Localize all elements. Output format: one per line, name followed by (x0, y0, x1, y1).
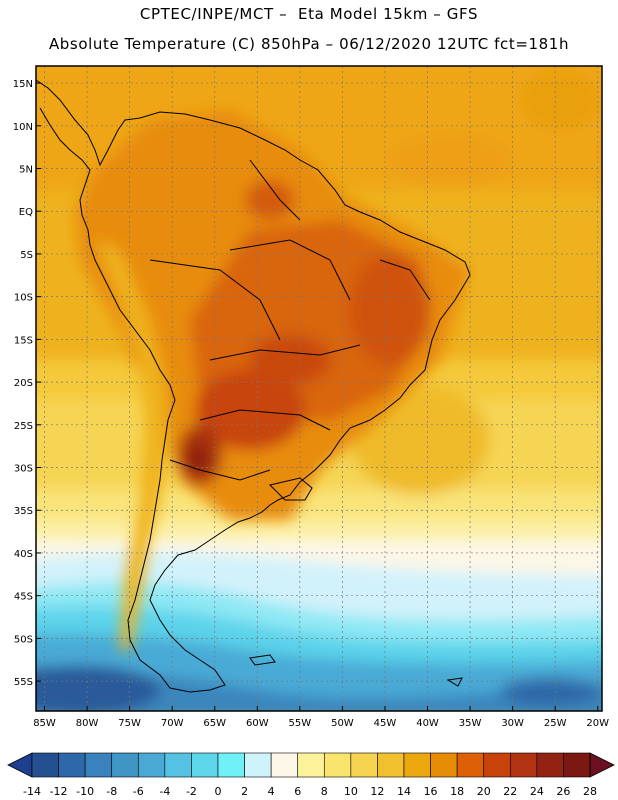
lat-label: 55S (14, 677, 33, 688)
lat-label: 5N (19, 165, 33, 176)
colorbar-label: 22 (503, 785, 517, 798)
colorbar-label: 2 (241, 785, 248, 798)
colorbar-label: -14 (23, 785, 41, 798)
lat-label: 10N (13, 122, 33, 133)
colorbar-arrow-low (7, 752, 33, 778)
lat-label: 10S (14, 293, 33, 304)
lon-label: 85W (33, 718, 56, 729)
colorbar-label: 0 (215, 785, 222, 798)
colorbar-swatch (403, 752, 431, 778)
lat-label: 50S (14, 634, 33, 645)
map-frame (35, 65, 603, 712)
colorbar: -14 -12 -10 -8 -6 -4 -2 0 2 4 6 8 10 12 14 16 18 20 22 24 26… (7, 752, 615, 798)
colorbar-arrow-high (589, 752, 615, 778)
lat-label: 5S (20, 250, 33, 261)
lon-label: 70W (161, 718, 184, 729)
colorbar-label: -4 (159, 785, 170, 798)
colorbar-label: 14 (397, 785, 411, 798)
colorbar-swatch (31, 752, 59, 778)
lon-label: 65W (203, 718, 226, 729)
colorbar-label: -8 (106, 785, 117, 798)
colorbar-label: 18 (450, 785, 464, 798)
lon-label: 60W (246, 718, 269, 729)
colorbar-swatch (323, 752, 352, 778)
lon-label: 55W (289, 718, 312, 729)
lat-label: 35S (14, 506, 33, 517)
lat-label: 15N (13, 79, 33, 90)
colorbar-swatch (483, 752, 511, 778)
colorbar-swatch (217, 752, 245, 778)
map-gridlines (36, 66, 602, 711)
colorbar-label: -10 (76, 785, 94, 798)
colorbar-swatch (137, 752, 166, 778)
lat-label: EQ (19, 207, 33, 218)
colorbar-label: 26 (556, 785, 570, 798)
colorbar-swatch (456, 752, 485, 778)
colorbar-swatch (430, 752, 458, 778)
lon-label: 75W (118, 718, 141, 729)
lon-label: 40W (416, 718, 439, 729)
lat-label: 25S (14, 421, 33, 432)
colorbar-swatch (509, 752, 538, 778)
lon-label: 25W (544, 718, 567, 729)
colorbar-swatch (111, 752, 139, 778)
lon-label: 20W (586, 718, 609, 729)
colorbar-label: 20 (477, 785, 491, 798)
latitude-labels: 15N 10N 5N EQ 5S 10S 15S 20S 25S 30S 35S 40S 45S 50S 5… (13, 79, 41, 688)
lon-label: 80W (76, 718, 99, 729)
lon-label: 35W (459, 718, 482, 729)
colorbar-swatch (84, 752, 113, 778)
colorbar-label: 8 (321, 785, 328, 798)
map-title: CPTEC/INPE/MCT – Eta Model 15km – GFS (139, 5, 479, 23)
lat-label: 45S (14, 592, 33, 603)
colorbar-label: 24 (530, 785, 544, 798)
colorbar-swatch (350, 752, 378, 778)
lat-label: 40S (14, 549, 33, 560)
lon-label: 30W (501, 718, 524, 729)
lon-label: 45W (374, 718, 397, 729)
colorbar-swatch (58, 752, 86, 778)
colorbar-swatch (377, 752, 405, 778)
colorbar-label: 4 (268, 785, 275, 798)
colorbar-label: 28 (583, 785, 597, 798)
temperature-field (36, 66, 602, 711)
colorbar-swatch (297, 752, 325, 778)
lat-label: 30S (14, 464, 33, 475)
colorbar-swatch (244, 752, 272, 778)
coastline (36, 79, 471, 693)
map-subtitle: Absolute Temperature (C) 850hPa – 06/12/… (48, 35, 570, 53)
lon-label: 50W (331, 718, 354, 729)
lat-label: 15S (14, 335, 33, 346)
colorbar-swatch (191, 752, 219, 778)
colorbar-label: -2 (186, 785, 197, 798)
colorbar-swatch (164, 752, 192, 778)
colorbar-label: -6 (133, 785, 144, 798)
colorbar-swatch (270, 752, 299, 778)
colorbar-swatch (563, 752, 591, 778)
colorbar-label: 10 (344, 785, 358, 798)
colorbar-label: -12 (50, 785, 68, 798)
longitude-labels: 85W 80W 75W 70W 65W 60W 55W 50W 45W 40W 35W 30W 25W 2… (33, 706, 609, 729)
colorbar-label: 6 (294, 785, 301, 798)
lat-label: 20S (14, 378, 33, 389)
colorbar-label: 16 (424, 785, 438, 798)
colorbar-swatch (536, 752, 564, 778)
colorbar-label: 12 (370, 785, 384, 798)
